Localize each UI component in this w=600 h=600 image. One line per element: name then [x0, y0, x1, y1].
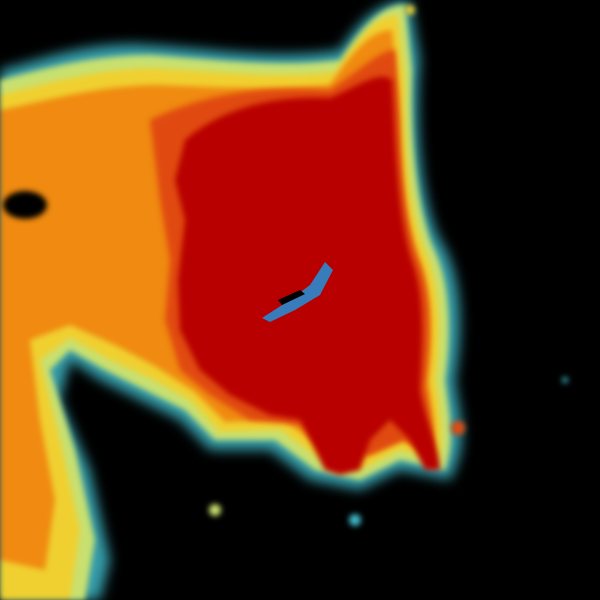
center-clutter: [262, 262, 333, 322]
clutter-gap: [278, 290, 305, 305]
echo-gap: [3, 191, 47, 219]
scattered-echoes: [209, 5, 568, 526]
extreme-echo-core: [175, 76, 440, 476]
